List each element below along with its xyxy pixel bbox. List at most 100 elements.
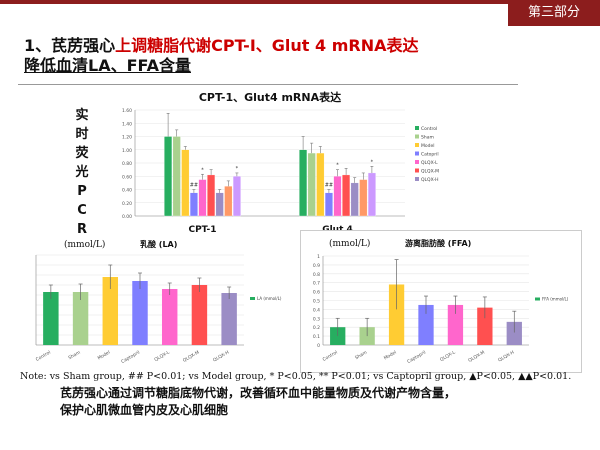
y-tick-label: 1.40 bbox=[122, 121, 132, 127]
bar bbox=[506, 321, 522, 345]
y-tick-label: 0.20 bbox=[122, 201, 132, 207]
title-line2: 降低血清LA、FFA含量 bbox=[24, 56, 191, 75]
legend-label: QLQX-M bbox=[421, 169, 439, 175]
bar bbox=[324, 192, 333, 217]
bar bbox=[418, 304, 434, 345]
y-tick-label: 0.7 bbox=[313, 281, 320, 287]
category-label: Control bbox=[322, 350, 339, 363]
y-tick-label: 0 bbox=[317, 343, 320, 349]
category-label: QLQX-M bbox=[182, 349, 201, 363]
bar bbox=[316, 152, 325, 217]
ffa-chart: (mmol/L) 游离脂肪酸 (FFA) 0 0.1 0.2 0.3 0.4 0.5 0.6 0.… bbox=[300, 230, 582, 373]
bar bbox=[72, 292, 89, 345]
side-label: 实 时 荧 光 P C R bbox=[72, 106, 92, 239]
bar bbox=[207, 174, 216, 217]
bar bbox=[181, 149, 190, 217]
bar bbox=[330, 327, 346, 345]
category-label: QLQX-L bbox=[439, 349, 457, 363]
legend-swatch bbox=[415, 168, 419, 173]
y-tick-label: 0.8 bbox=[313, 272, 320, 278]
bar bbox=[388, 284, 405, 345]
category-label: Captopril bbox=[120, 350, 141, 365]
title-prefix: 1、芪苈强心 bbox=[24, 36, 116, 55]
y-tick-label: 0.1 bbox=[313, 334, 320, 340]
bar bbox=[359, 179, 368, 217]
y-tick-label: 0.9 bbox=[313, 263, 320, 269]
legend-swatch bbox=[415, 126, 419, 130]
bar bbox=[198, 179, 207, 217]
side-label-char: R bbox=[76, 222, 87, 237]
category-label: QLQX-H bbox=[212, 350, 230, 364]
y-tick-label: 1.20 bbox=[122, 135, 132, 141]
legend-label: QLQX-H bbox=[421, 177, 438, 183]
significance-mark: * bbox=[201, 167, 204, 173]
y-tick-label: 0.6 bbox=[313, 290, 320, 296]
category-label: Captopril bbox=[406, 350, 427, 365]
category-label: QLQX-L bbox=[153, 349, 171, 363]
bar bbox=[359, 327, 375, 345]
side-label-char: 光 bbox=[75, 165, 89, 180]
bar bbox=[102, 277, 119, 345]
legend-swatch bbox=[250, 297, 255, 300]
y-tick-label: 0.2 bbox=[313, 325, 320, 331]
y-tick-label: 1.60 bbox=[122, 108, 132, 114]
legend-swatch bbox=[415, 143, 419, 147]
legend-swatch bbox=[415, 160, 419, 164]
category-label: Model bbox=[383, 350, 398, 362]
category-label: Sham bbox=[354, 350, 368, 362]
legend-label: Sham bbox=[421, 135, 434, 141]
bar bbox=[342, 174, 351, 217]
unit-label: (mmol/L) bbox=[329, 238, 370, 249]
y-tick-label: 0.60 bbox=[122, 174, 132, 180]
side-label-char: P bbox=[77, 184, 87, 199]
bar bbox=[191, 285, 208, 345]
legend-swatch bbox=[415, 134, 419, 139]
bar bbox=[172, 136, 181, 217]
side-label-char: 时 bbox=[75, 127, 89, 142]
top-accent-bar bbox=[0, 0, 600, 4]
legend-swatch bbox=[535, 297, 540, 301]
bar bbox=[215, 192, 224, 217]
mrna-chart: CPT-1、Glut4 mRNA表达 0.00 0.20 0.40 0.60 0.80 1.… bbox=[105, 88, 505, 238]
chart-title: 乳酸 (LA) bbox=[140, 239, 177, 249]
legend-label: Model bbox=[421, 143, 435, 149]
legend-swatch bbox=[415, 177, 419, 181]
category-label: Sham bbox=[67, 350, 81, 362]
statistics-note: Note: vs Sham group, ## P<0.01; vs Model… bbox=[20, 371, 572, 382]
significance-mark: ## bbox=[325, 183, 333, 189]
title-highlight: 上调糖脂代谢CPT-Ⅰ、Glut 4 mRNA表达 bbox=[115, 36, 419, 55]
side-label-char: C bbox=[77, 203, 87, 218]
side-label-char: 荧 bbox=[75, 146, 89, 161]
ffa-chart-svg: (mmol/L) 游离脂肪酸 (FFA) 0 0.1 0.2 0.3 0.4 0.5 0.6 0.… bbox=[313, 238, 569, 365]
significance-mark: * bbox=[336, 163, 339, 169]
category-label: CPT-1 bbox=[188, 225, 216, 235]
bar bbox=[161, 289, 178, 345]
y-tick-label: 0.5 bbox=[313, 299, 320, 305]
y-tick-label: 0.80 bbox=[122, 161, 132, 167]
category-label: QLQX-M bbox=[467, 349, 486, 363]
significance-mark: ## bbox=[190, 183, 198, 189]
la-chart-svg: (mmol/L) 乳酸 (LA) Control Sham Model Captopril… bbox=[35, 239, 282, 365]
side-label-char: 实 bbox=[75, 108, 89, 123]
y-tick-label: 0.40 bbox=[122, 188, 132, 194]
y-tick-label: 1 bbox=[317, 254, 320, 260]
bar bbox=[189, 192, 198, 217]
bar bbox=[333, 176, 342, 217]
legend-label: QLQX-L bbox=[421, 160, 438, 166]
bar bbox=[477, 307, 493, 345]
y-tick-label: 0.3 bbox=[313, 316, 320, 322]
summary-line2: 保护心肌微血管内皮及心肌细胞 bbox=[60, 403, 229, 417]
chart-title: 游离脂肪酸 (FFA) bbox=[405, 238, 471, 248]
legend-label: LA (mmol/L) bbox=[257, 296, 282, 301]
category-label: Control bbox=[35, 350, 52, 363]
bar bbox=[43, 292, 59, 345]
summary-text: 芪苈强心通过调节糖脂底物代谢，改善循环血中能量物质及代谢产物含量， 保护心肌微血… bbox=[60, 385, 456, 419]
y-tick-label: 0.00 bbox=[122, 214, 132, 220]
bar bbox=[299, 149, 308, 217]
legend-label: FFA (mmol/L) bbox=[542, 297, 569, 302]
y-tick-label: 1.00 bbox=[122, 148, 132, 154]
summary-line1: 芪苈强心通过调节糖脂底物代谢，改善循环血中能量物质及代谢产物含量， bbox=[60, 386, 457, 400]
bar bbox=[232, 176, 241, 217]
legend-label: Control bbox=[421, 126, 437, 132]
